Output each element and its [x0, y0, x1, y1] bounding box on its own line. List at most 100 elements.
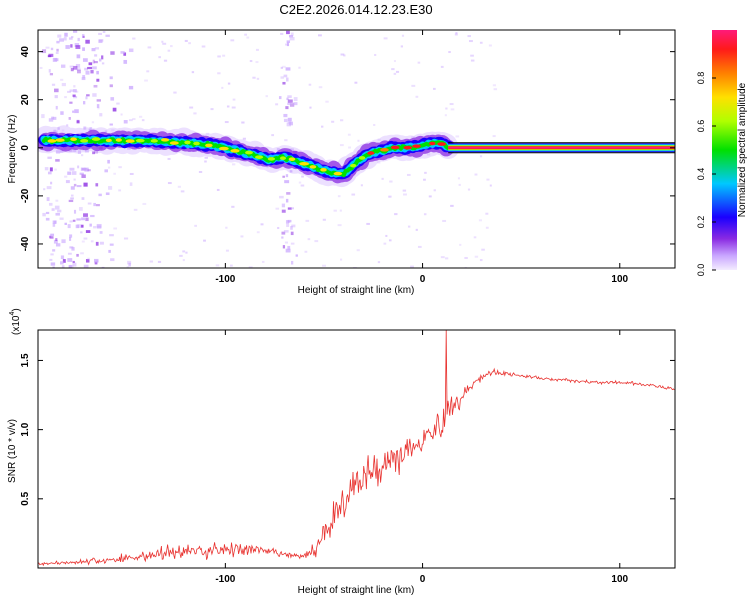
heatmap-noise-cell — [120, 113, 123, 116]
heatmap-noise-cell — [48, 202, 53, 206]
heatmap-noise-cell — [49, 258, 53, 261]
heatmap-noise-cell — [464, 256, 468, 259]
heatmap-noise-cell — [318, 34, 322, 37]
heatmap-panel: -100 0 100 -40 -20 0 20 40 Height of straight … — [7, 29, 676, 296]
heatmap-noise-cell — [49, 167, 53, 172]
heatmap-noise-cell — [60, 261, 64, 265]
heatmap-noise-cell — [46, 197, 50, 202]
heatmap-noise-cell — [473, 236, 477, 239]
heatmap-noise-cell — [49, 236, 54, 239]
heatmap-noise-cell — [193, 112, 197, 115]
heatmap-noise-cell — [285, 198, 289, 203]
heatmap-noise-cell — [284, 180, 290, 184]
heatmap-noise-cell — [204, 160, 207, 163]
heatmap-noise-cell — [62, 259, 66, 263]
heatmap-noise-cell — [94, 61, 98, 64]
heatmap-hotspot — [205, 143, 213, 148]
heatmap-noise-cell — [373, 123, 376, 126]
heatmap-noise-cell — [479, 259, 483, 262]
heatmap-noise-cell — [282, 65, 286, 68]
heatmap-noise-cell — [83, 126, 86, 130]
heatmap-noise-cell — [230, 39, 235, 42]
heatmap-noise-cell — [290, 226, 293, 230]
heatmap-noise-cell — [194, 224, 197, 227]
heatmap-hotspot — [350, 163, 357, 168]
heatmap-noise-cell — [357, 139, 360, 142]
heatmap-noise-cell — [82, 75, 86, 79]
heatmap-noise-cell — [99, 241, 104, 245]
heatmap-noise-cell — [70, 44, 73, 48]
heatmap-noise-cell — [290, 32, 294, 36]
heatmap-noise-cell — [289, 103, 295, 107]
heatmap-noise-cell — [293, 97, 298, 102]
heatmap-noise-cell — [203, 239, 206, 242]
heatmap-noise-cell — [240, 235, 244, 238]
snr-panel: -100 0 100 0.5 1.0 1.5 Height of straight li… — [7, 308, 676, 596]
heatmap-noise-cell — [55, 212, 60, 216]
heatmap-noise-cell — [71, 171, 77, 175]
heatmap-noise-cell — [356, 249, 360, 252]
snr-y-axis-label: SNR (10 * v/v) — [7, 419, 18, 483]
heatmap-noise-cell — [285, 67, 291, 71]
heatmap-noise-cell — [286, 30, 290, 35]
heatmap-noise-cell — [64, 96, 67, 99]
snr-y-tick-label: 0.5 — [20, 491, 31, 505]
heatmap-y-axis-label: Frequency (Hz) — [7, 115, 18, 184]
heatmap-noise-cell — [60, 255, 65, 260]
heatmap-noise-cell — [87, 257, 90, 260]
heatmap-noise-cell — [440, 65, 444, 68]
heatmap-noise-cell — [281, 203, 286, 208]
heatmap-noise-cell — [227, 82, 231, 85]
heatmap-noise-cell — [287, 117, 292, 122]
colorbar-gradient — [712, 30, 737, 270]
heatmap-noise-cell — [307, 238, 311, 241]
heatmap-noise-cell — [393, 60, 396, 63]
heatmap-hotspot — [161, 138, 170, 142]
colorbar-ticks: 0.0 0.2 0.4 0.6 0.8 — [696, 72, 716, 276]
heatmap-noise-cell — [279, 195, 284, 199]
heatmap-noise-cell — [123, 52, 127, 56]
heatmap-noise-cell — [232, 163, 236, 166]
colorbar-label: Normalized spectral amplitude — [737, 82, 748, 217]
heatmap-hotspot — [245, 150, 253, 155]
heatmap-noise-cell — [59, 148, 64, 153]
heatmap-noise-cell — [93, 150, 99, 154]
heatmap-hotspot — [150, 139, 158, 143]
heatmap-noise-cell — [99, 58, 102, 62]
heatmap-noise-cell — [123, 237, 129, 240]
heatmap-noise-cell — [167, 157, 171, 160]
heatmap-noise-cell — [85, 217, 89, 222]
heatmap-noise-cell — [47, 156, 52, 159]
heatmap-noise-cell — [322, 264, 327, 267]
heatmap-noise-cell — [60, 64, 66, 68]
heatmap-noise-cell — [54, 88, 59, 93]
heatmap-noise-cell — [393, 72, 397, 75]
heatmap-noise-cell — [73, 178, 76, 181]
heatmap-noise-cell — [77, 69, 81, 74]
heatmap-noise-cell — [132, 37, 136, 40]
heatmap-noise-cell — [450, 108, 455, 111]
snr-frame — [37, 329, 676, 569]
heatmap-noise-cell — [88, 62, 93, 66]
heatmap-noise-cell — [64, 175, 68, 178]
heatmap-noise-cell — [132, 118, 136, 121]
heatmap-noise-cell — [80, 154, 84, 157]
heatmap-noise-cell — [85, 70, 90, 75]
heatmap-noise-cell — [84, 67, 88, 71]
heatmap-noise-cell — [85, 39, 90, 44]
heatmap-noise-cell — [95, 241, 99, 246]
snr-marks — [38, 330, 675, 567]
heatmap-y-tick-label: -20 — [20, 188, 31, 203]
heatmap-noise-cell — [486, 178, 490, 181]
heatmap-noise-cell — [53, 129, 57, 133]
heatmap-noise-cell — [149, 260, 154, 263]
heatmap-noise-cell — [61, 129, 65, 132]
heatmap-noise-cell — [275, 103, 279, 106]
heatmap-noise-cell — [82, 47, 85, 51]
heatmap-noise-cell — [406, 173, 411, 176]
heatmap-noise-cell — [289, 169, 292, 172]
heatmap-noise-cell — [72, 110, 75, 113]
heatmap-noise-cell — [283, 74, 288, 78]
heatmap-noise-cell — [55, 51, 59, 54]
heatmap-noise-cell — [248, 266, 253, 268]
